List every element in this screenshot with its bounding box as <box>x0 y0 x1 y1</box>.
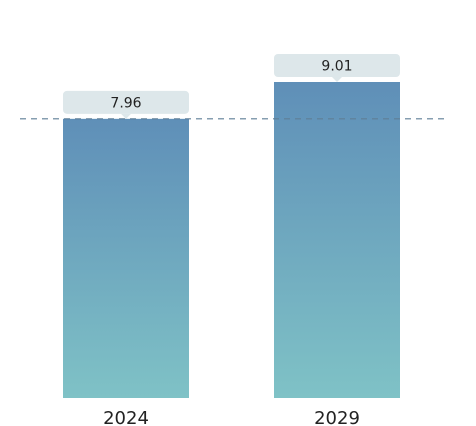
x-axis-ticks: 2024 2029 <box>103 408 360 426</box>
labels-layer: 7.96 9.01 <box>63 54 400 119</box>
value-label-box-2024 <box>63 90 189 114</box>
x-tick-label-2029: 2029 <box>314 408 360 426</box>
value-label-2024: 7.96 <box>110 95 141 111</box>
value-label-pointer-2024 <box>121 113 131 119</box>
bar-2024 <box>63 118 189 399</box>
bars-layer <box>63 82 400 399</box>
value-label-pointer-2029 <box>332 77 342 82</box>
x-tick-label-2024: 2024 <box>103 408 149 426</box>
value-label-box-2029 <box>274 54 400 77</box>
bar-2029 <box>274 82 400 398</box>
value-label-2029: 9.01 <box>321 59 352 75</box>
